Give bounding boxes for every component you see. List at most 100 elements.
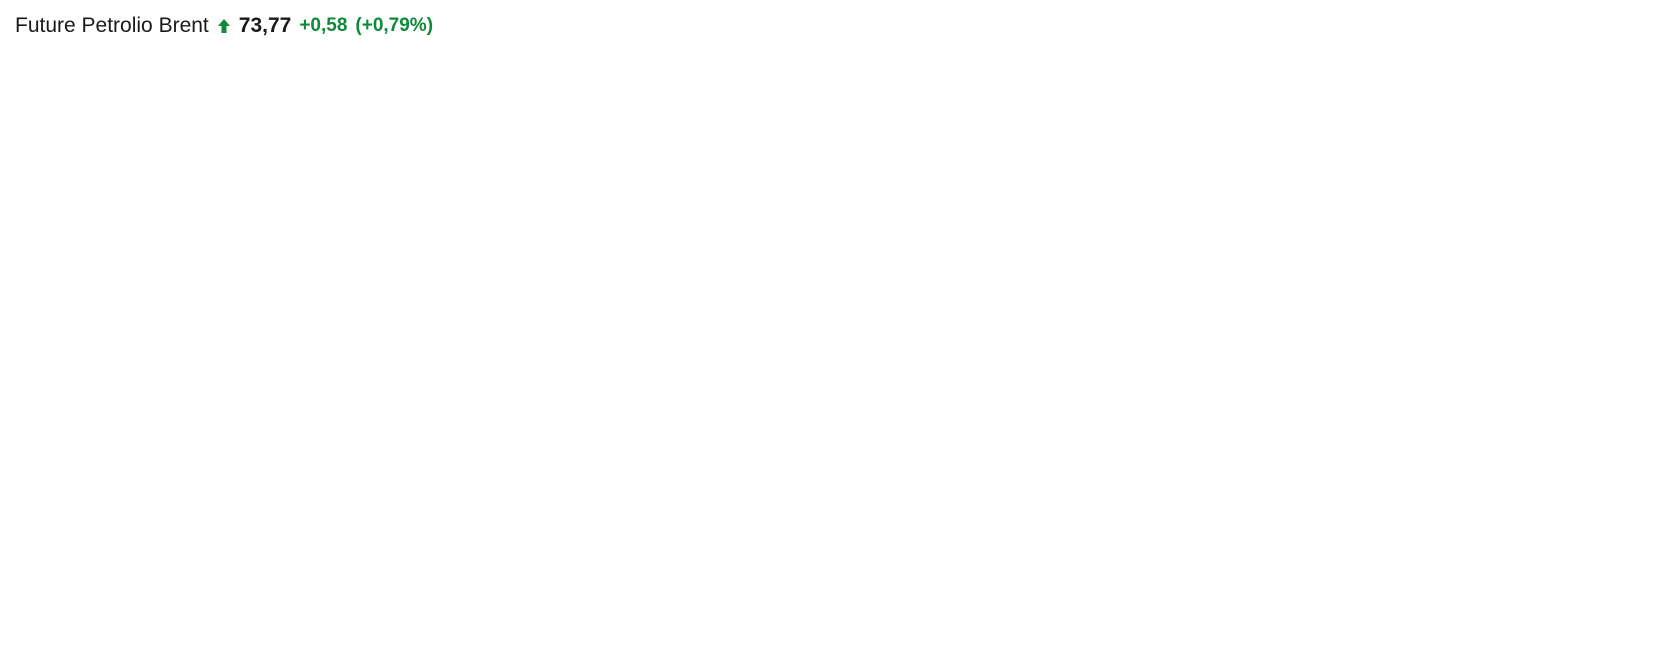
volume-bar — [1377, 536, 1384, 550]
volume-bar — [346, 536, 353, 550]
volume-bar — [1260, 542, 1267, 550]
volume-bar — [247, 537, 255, 550]
volume-bar — [884, 539, 891, 550]
volume-bar — [687, 537, 694, 550]
volume-bar — [597, 539, 604, 550]
volume-bar — [418, 538, 425, 550]
volume-bar — [507, 532, 515, 550]
last-price-badge-label: 73,77 — [1473, 354, 1513, 371]
volume-bar — [606, 541, 613, 550]
volume-bar — [1278, 538, 1285, 550]
volume-bar — [866, 537, 873, 550]
x-tick-label: 15 — [430, 562, 448, 579]
volume-bar — [1314, 535, 1321, 550]
volume-bar — [436, 541, 443, 550]
volume-bar — [68, 540, 75, 550]
volume-bar — [337, 527, 344, 550]
volume-bar — [695, 536, 703, 550]
x-tick-label: 16 — [1416, 562, 1434, 579]
volume-bar — [77, 537, 84, 550]
volume-bar — [1233, 540, 1241, 550]
volume-bar — [292, 534, 299, 550]
volume-bar — [857, 536, 864, 550]
volume-bar — [937, 518, 945, 550]
volume-bar — [400, 540, 407, 550]
volume-bar — [651, 540, 658, 550]
volume-bar — [1072, 540, 1079, 550]
volume-bar — [1027, 539, 1034, 550]
volume-bar — [220, 539, 228, 550]
volume-bar — [1368, 546, 1375, 550]
volume-bar — [1108, 537, 1115, 550]
volume-bar — [1412, 538, 1420, 550]
volume-bar — [893, 538, 900, 550]
volume-bar — [140, 537, 147, 550]
volume-bar — [839, 534, 846, 550]
volume-bar — [319, 530, 326, 550]
volume-bar — [1117, 534, 1124, 550]
volume-bar — [373, 546, 380, 550]
volume-bar — [991, 534, 999, 550]
volume-bar — [516, 532, 524, 550]
volume-bar — [194, 541, 201, 550]
volume-bar — [14, 541, 22, 550]
instrument-title: Future Petrolio Brent — [15, 14, 209, 37]
volume-bar — [185, 535, 192, 550]
volume-bar — [310, 535, 317, 550]
volume-bar — [1099, 538, 1106, 550]
volume-bar — [812, 535, 819, 550]
price-change-percent: (+0,79%) — [355, 15, 434, 36]
volume-bar — [1359, 548, 1366, 550]
volume-bar — [1287, 540, 1294, 550]
volume-bar — [274, 539, 282, 550]
volume-bar — [1224, 539, 1232, 550]
volume-bar — [1404, 536, 1411, 550]
price-area — [18, 102, 1443, 502]
volume-bar — [758, 527, 766, 550]
volume-bar — [229, 539, 237, 550]
x-tick-label: 17 — [251, 562, 269, 579]
volume-bar — [615, 544, 622, 550]
volume-bar — [973, 537, 981, 550]
price-line — [17, 101, 1444, 467]
volume-bar — [1126, 535, 1133, 550]
volume-bar — [364, 542, 371, 550]
volume-bar — [59, 541, 66, 550]
volume-bar — [731, 532, 739, 550]
volume-bar — [480, 537, 488, 550]
volume-bar — [929, 532, 936, 550]
volume-bar — [122, 542, 129, 550]
volume-bar — [911, 535, 918, 550]
volume-bar — [1144, 529, 1151, 550]
volume-bar — [1323, 540, 1330, 550]
volume-bar — [1251, 541, 1258, 550]
volume-bar — [525, 529, 532, 550]
volume-bar — [624, 540, 631, 550]
volume-bar — [462, 537, 470, 550]
volume-bar — [875, 540, 882, 550]
volume-bar — [427, 537, 434, 550]
volume-bar — [86, 535, 93, 550]
volume-bar — [104, 535, 111, 550]
y-tick-label: 70,00 — [1475, 430, 1515, 447]
x-tick-label: ott '24 — [911, 562, 954, 579]
watermark-brand: Investing — [37, 447, 186, 485]
volume-bar — [1421, 539, 1429, 550]
watermark-suffix: .com — [186, 451, 242, 481]
x-tick-label: 19 — [654, 562, 672, 579]
x-tick-label: lug '24 — [326, 562, 373, 579]
volume-bar — [964, 533, 972, 550]
volume-bar — [1269, 542, 1276, 550]
volume-bar — [669, 538, 676, 550]
volume-bar — [498, 533, 506, 550]
volume-bar — [1430, 538, 1438, 550]
volume-bar — [265, 536, 273, 550]
x-tick-label: dic '24 — [1304, 562, 1350, 579]
volume-bar — [95, 535, 102, 550]
volume-bar — [471, 536, 479, 550]
volume-bar — [1242, 539, 1249, 550]
price-change: +0,58 — [299, 15, 348, 36]
x-tick-label: 18 — [1219, 562, 1237, 579]
volume-bar — [1036, 538, 1043, 550]
volume-tick-label: 500k — [1475, 516, 1511, 533]
